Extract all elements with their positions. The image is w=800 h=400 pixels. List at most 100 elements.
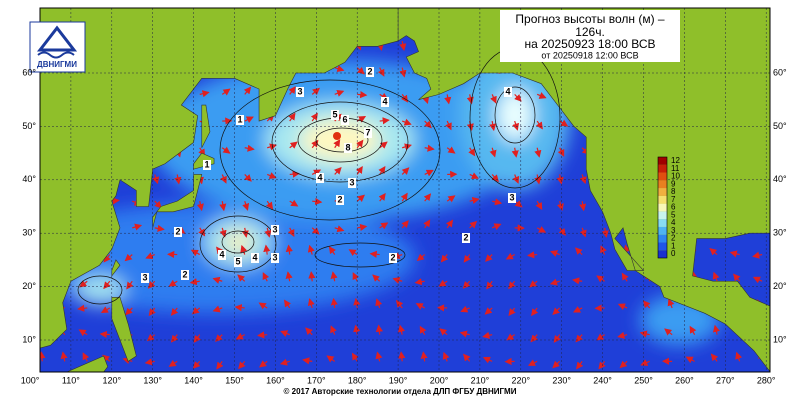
arrow xyxy=(459,330,470,338)
arrow xyxy=(307,298,315,309)
contour-label: 3 xyxy=(509,192,514,202)
arrow xyxy=(238,360,246,370)
arrow xyxy=(710,353,719,362)
arrow xyxy=(221,146,231,154)
arrow xyxy=(193,334,201,343)
colorbar-label: 7 xyxy=(671,195,676,204)
arrow xyxy=(596,275,605,283)
arrow xyxy=(82,352,90,362)
arrow xyxy=(536,92,547,99)
arrow xyxy=(419,325,427,335)
logo-mark xyxy=(36,25,78,52)
arrow xyxy=(378,192,386,202)
arrow xyxy=(302,357,313,365)
arrow xyxy=(553,334,561,343)
arrow xyxy=(469,220,478,229)
arrow xyxy=(100,306,111,313)
arrow xyxy=(489,120,497,132)
arrow xyxy=(572,277,583,285)
colorbar-swatch xyxy=(658,172,667,181)
arrow xyxy=(191,307,201,315)
lon-label: 190° xyxy=(389,375,408,385)
arrow xyxy=(103,254,111,263)
arrow xyxy=(484,307,493,315)
arrow xyxy=(78,329,88,337)
arrow xyxy=(414,278,425,286)
contour-label-bg xyxy=(174,227,182,237)
colorbar-frame xyxy=(657,156,668,259)
colorbar-swatch xyxy=(658,250,667,258)
arrow xyxy=(369,250,380,258)
colorbar-label: 11 xyxy=(671,164,680,173)
arrow xyxy=(348,249,358,257)
arrow xyxy=(689,325,697,335)
axis-labels: 100° 110° 120° 130° 140° 150° 160° 170° 180° 190°… xyxy=(21,67,787,385)
contour-label: 3 xyxy=(349,177,354,187)
arrow xyxy=(311,227,320,235)
arrow xyxy=(168,359,178,367)
arrow xyxy=(401,220,409,229)
title-box: Прогноз высоты волн (м) – 126ч. на 20250… xyxy=(500,10,680,62)
arrow xyxy=(77,304,88,312)
lat-label-right: 60° xyxy=(773,67,787,77)
colorbar-swatch xyxy=(658,219,667,227)
arrow xyxy=(174,174,182,185)
contour-label-bg xyxy=(344,143,352,153)
colorbar-label: 8 xyxy=(671,187,676,196)
lat-label-left: 10° xyxy=(22,334,36,344)
lat-label-right: 50° xyxy=(773,121,787,131)
arrow xyxy=(579,174,587,185)
arrow xyxy=(352,272,360,282)
contour-label: 3 xyxy=(272,252,277,262)
lon-label: 110° xyxy=(62,375,80,385)
arrow xyxy=(310,112,318,122)
arrow xyxy=(40,351,46,362)
arrow xyxy=(535,120,543,130)
arrow xyxy=(148,307,156,317)
arrow xyxy=(420,351,428,362)
arrow xyxy=(132,223,143,231)
landmass xyxy=(40,8,405,349)
arrow xyxy=(60,351,68,362)
arrow xyxy=(617,331,628,339)
arrow xyxy=(468,147,476,157)
arrow xyxy=(102,354,111,363)
contour-label-bg xyxy=(504,87,512,97)
logo-text: ДВНИГМИ xyxy=(37,60,77,69)
arrow xyxy=(243,86,252,95)
contour-label: 5 xyxy=(235,256,240,266)
arrow xyxy=(667,298,675,309)
lat-label-left: 60° xyxy=(22,67,36,77)
arrow xyxy=(573,306,583,313)
contour-label: 4 xyxy=(317,172,322,182)
contour-label-bg xyxy=(389,253,397,263)
contour-label-bg xyxy=(316,173,324,183)
contour-label: 8 xyxy=(345,142,350,152)
arrow xyxy=(244,116,254,123)
colorbar-label: 10 xyxy=(671,172,680,181)
arrow xyxy=(640,359,650,366)
lon-label: 130° xyxy=(143,375,162,385)
arrow xyxy=(189,278,200,286)
arrow xyxy=(285,271,293,282)
arrow xyxy=(617,303,628,311)
contour-label-bg xyxy=(508,193,516,203)
arrow xyxy=(353,297,361,309)
colorbar-swatch xyxy=(658,180,667,189)
arrow xyxy=(712,271,720,282)
arrow xyxy=(598,360,606,370)
contour-label-bg xyxy=(462,233,470,243)
arrow xyxy=(168,279,178,287)
arrow xyxy=(326,355,336,363)
arrow xyxy=(288,112,296,122)
arrow xyxy=(576,360,584,370)
contour-label: 6 xyxy=(342,114,347,124)
contour-label: 3 xyxy=(297,86,302,96)
arrow xyxy=(601,227,609,238)
lat-label-right: 40° xyxy=(773,174,787,184)
arrow xyxy=(424,169,434,177)
arrow xyxy=(639,330,650,338)
colorbar-label: 5 xyxy=(671,210,676,219)
colorbar-swatch xyxy=(658,211,667,220)
arrow xyxy=(512,174,520,184)
